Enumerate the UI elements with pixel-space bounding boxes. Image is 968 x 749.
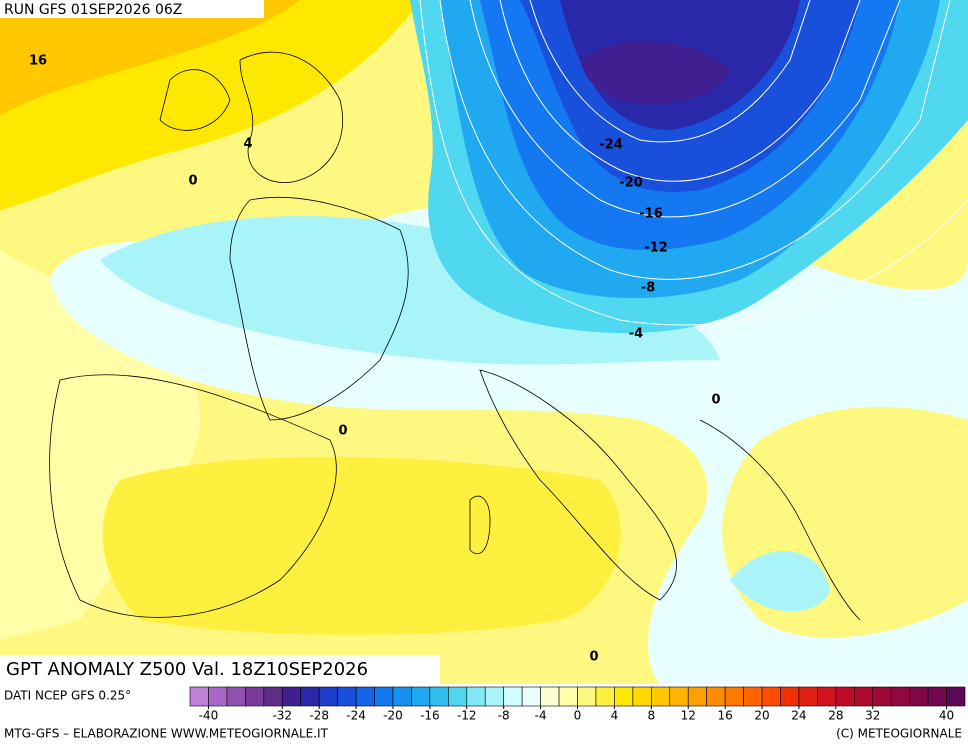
colorbar-swatch (429, 686, 449, 707)
positive-field (0, 0, 300, 115)
colorbar-swatch (890, 686, 910, 707)
negative-field (580, 41, 730, 104)
contour-label: 0 (338, 424, 347, 439)
colorbar-tick-label: -24 (346, 709, 366, 723)
colorbar-swatch (835, 686, 855, 707)
colorbar-tick-label: -16 (420, 709, 440, 723)
colorbar-swatch (208, 686, 228, 707)
colorbar-swatch (318, 686, 338, 707)
positive-field (102, 456, 621, 635)
colorbar-tick-label: -32 (272, 709, 292, 723)
colorbar-swatch (392, 686, 412, 707)
colorbar-tick-label: 32 (865, 709, 880, 723)
colorbar-swatch (595, 686, 615, 707)
colorbar-tick-label: 20 (754, 709, 769, 723)
colorbar: -40 -32 -28 -24 -20 -16 -12 -8 -4 0 4 8 12 16 20 24 28 32… (189, 686, 966, 723)
colorbar-tick-label: -28 (309, 709, 329, 723)
coastlines (49, 51, 861, 621)
colorbar-tick-label: -40 (199, 709, 219, 723)
contour-label: -12 (644, 241, 668, 256)
run-label: RUN GFS 01SEP2026 06Z (4, 2, 182, 18)
colorbar-tick-label: -12 (457, 709, 477, 723)
colorbar-swatch (798, 686, 818, 707)
contour-label: 0 (188, 174, 197, 189)
colorbar-swatch (503, 686, 523, 707)
colorbar-tick-label: 40 (939, 709, 954, 723)
colorbar-swatch (669, 686, 689, 707)
colorbar-tick-label: 8 (647, 709, 655, 723)
colorbar-swatch (946, 686, 966, 707)
colorbar-swatch (281, 686, 302, 707)
colorbar-swatch (909, 686, 929, 707)
contour-label: -16 (639, 207, 663, 222)
colorbar-swatch (577, 686, 597, 707)
contour-labels: 16 4 0 -24 -20 -16 -12 -8 -4 0 0 0 (29, 54, 721, 665)
colorbar-swatch (355, 686, 375, 707)
colorbar-swatch (853, 686, 874, 707)
colorbar-swatch (374, 686, 394, 707)
colorbar-swatch (466, 686, 486, 707)
colorbar-swatch (780, 686, 800, 707)
colorbar-swatch (226, 686, 246, 707)
colorbar-swatch (614, 686, 634, 707)
colorbar-swatch (743, 686, 763, 707)
colorbar-swatch (761, 686, 781, 707)
colorbar-swatch (484, 686, 504, 707)
footer-left: MTG-GFS – ELABORAZIONE WWW.METEOGIORNALE… (4, 727, 329, 741)
contours (419, 0, 968, 326)
colorbar-tick-label: 24 (791, 709, 806, 723)
colorbar-tick-label: 28 (828, 709, 843, 723)
colorbar-tick-label: 12 (681, 709, 696, 723)
colorbar-swatch (724, 686, 744, 707)
contour-label: -20 (619, 176, 643, 191)
colorbar-swatch (245, 686, 265, 707)
colorbar-swatch (706, 686, 726, 707)
source-label: DATI NCEP GFS 0.25° (4, 689, 131, 703)
colorbar-swatch (448, 686, 468, 707)
colorbar-swatch (411, 686, 431, 707)
contour-label: 0 (711, 393, 720, 408)
colorbar-swatch (540, 686, 560, 707)
header-box (0, 0, 264, 18)
colorbar-swatch (300, 686, 320, 707)
colorbar-swatch (337, 686, 357, 707)
colorbar-tick-label: 0 (574, 709, 582, 723)
colorbar-swatch (189, 686, 209, 707)
colorbar-tick-label: -20 (383, 709, 403, 723)
contour-label: -24 (599, 138, 623, 153)
colorbar-swatch (521, 686, 541, 707)
colorbar-tick-label: 16 (717, 709, 732, 723)
colorbar-swatch (651, 686, 671, 707)
map: 16 4 0 -24 -20 -16 -12 -8 -4 0 0 0 RUN G… (0, 0, 968, 684)
contour-label: -8 (641, 281, 655, 296)
contour-label: 0 (589, 650, 598, 665)
contour-label: -4 (629, 327, 643, 342)
map-title: GPT ANOMALY Z500 Val. 18Z10SEP2026 (6, 659, 368, 680)
colorbar-swatch (817, 686, 837, 707)
colorbar-tick-label: -4 (535, 709, 547, 723)
contour-label: 4 (243, 137, 252, 152)
footer-right: (C) METEOGIORNALE (836, 727, 962, 741)
colorbar-swatch (632, 686, 652, 707)
colorbar-swatch (927, 686, 947, 707)
colorbar-swatch (872, 686, 892, 707)
colorbar-swatch (263, 686, 283, 707)
colorbar-tick-label: -8 (498, 709, 510, 723)
colorbar-swatch (687, 686, 707, 707)
contour-label: 16 (29, 54, 47, 69)
negative-field (730, 551, 830, 612)
title-box (0, 655, 440, 684)
colorbar-swatch (558, 686, 578, 707)
colorbar-tick-label: 4 (611, 709, 619, 723)
